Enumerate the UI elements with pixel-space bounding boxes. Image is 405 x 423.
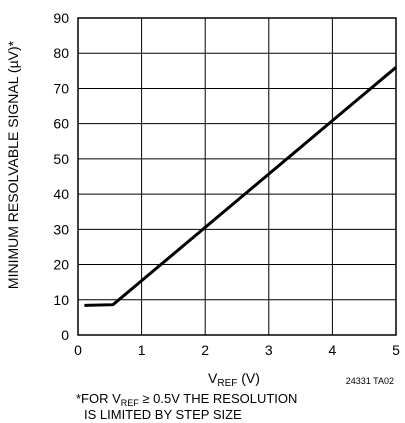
y-axis-label: MINIMUM RESOLVABLE SIGNAL (µV)* <box>5 40 21 289</box>
y-tick-label: 80 <box>53 45 69 61</box>
x-tick-label: 5 <box>392 342 400 358</box>
y-tick-label: 0 <box>61 327 69 343</box>
footnote-line-1-pre: *FOR V <box>76 391 121 406</box>
series-line <box>84 66 397 307</box>
y-tick-label: 10 <box>53 292 69 308</box>
footnote-line-2: IS LIMITED BY STEP SIZE <box>84 407 242 422</box>
x-tick-labels: 0 1 2 3 4 5 <box>74 342 400 358</box>
x-axis-label-sub: REF <box>217 378 237 389</box>
y-tick-label: 40 <box>53 186 69 202</box>
x-tick-label: 3 <box>265 342 273 358</box>
plot-frame <box>77 17 397 336</box>
footnote-line-1-post: ≥ 0.5V THE RESOLUTION <box>139 391 298 406</box>
y-tick-label: 60 <box>53 116 69 132</box>
grid <box>77 17 397 336</box>
y-tick-label: 90 <box>53 10 69 26</box>
x-tick-label: 1 <box>138 342 146 358</box>
footnote-line-1: *FOR VREF ≥ 0.5V THE RESOLUTION <box>76 391 297 408</box>
x-axis-label: VREF (V) <box>208 370 260 389</box>
x-tick-label: 4 <box>329 342 337 358</box>
y-tick-label: 20 <box>53 257 69 273</box>
x-tick-label: 2 <box>201 342 209 358</box>
figure-code: 24331 TA02 <box>346 376 394 386</box>
y-tick-labels: 0 10 20 30 40 50 60 70 80 90 <box>53 10 69 343</box>
y-tick-label: 70 <box>53 80 69 96</box>
x-axis-label-unit: (V) <box>237 370 260 386</box>
x-tick-label: 0 <box>74 342 82 358</box>
x-axis-label-main: V <box>208 370 218 386</box>
y-tick-label: 30 <box>53 221 69 237</box>
footnote-line-1-sub: REF <box>121 398 140 408</box>
y-tick-label: 50 <box>53 151 69 167</box>
